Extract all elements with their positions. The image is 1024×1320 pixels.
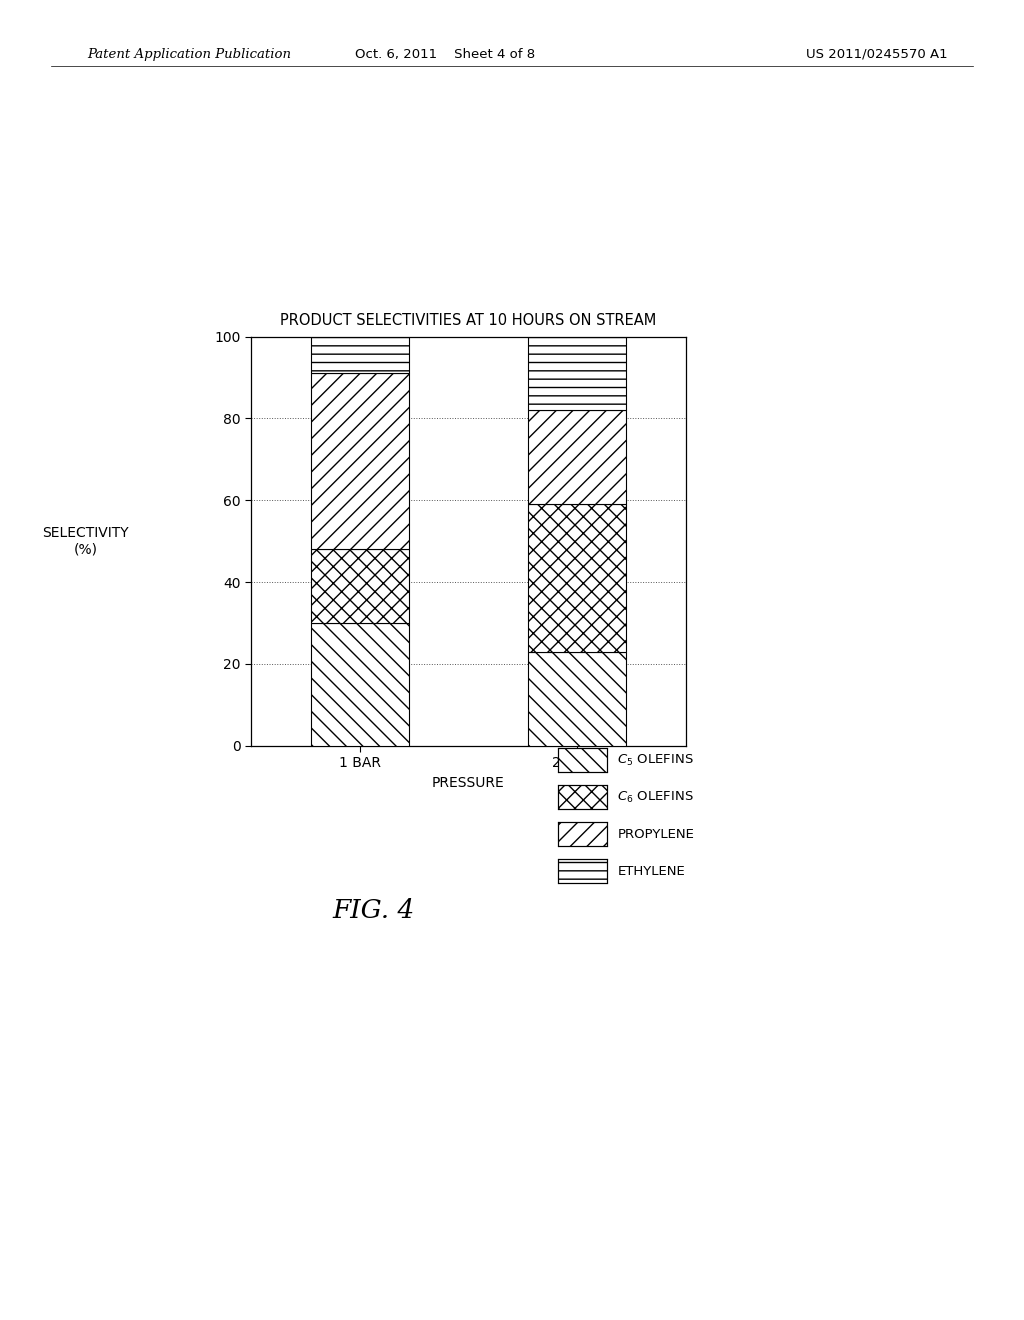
Text: ETHYLENE: ETHYLENE: [617, 865, 685, 878]
Bar: [310, 549, 409, 623]
Bar: [310, 374, 409, 549]
Text: SELECTIVITY
(%): SELECTIVITY (%): [42, 527, 129, 556]
Text: $C_6$ OLEFINS: $C_6$ OLEFINS: [617, 789, 694, 805]
Text: Oct. 6, 2011    Sheet 4 of 8: Oct. 6, 2011 Sheet 4 of 8: [355, 48, 536, 61]
Text: $C_5$ OLEFINS: $C_5$ OLEFINS: [617, 752, 694, 768]
Bar: [528, 411, 627, 504]
Bar: [528, 504, 627, 652]
X-axis label: PRESSURE: PRESSURE: [432, 776, 505, 789]
Text: US 2011/0245570 A1: US 2011/0245570 A1: [806, 48, 947, 61]
Bar: [310, 623, 409, 746]
Text: PROPYLENE: PROPYLENE: [617, 828, 694, 841]
Bar: [528, 337, 627, 411]
Text: Patent Application Publication: Patent Application Publication: [87, 48, 291, 61]
Bar: [310, 337, 409, 374]
Bar: [528, 652, 627, 746]
Text: FIG. 4: FIG. 4: [333, 899, 415, 923]
Title: PRODUCT SELECTIVITIES AT 10 HOURS ON STREAM: PRODUCT SELECTIVITIES AT 10 HOURS ON STR…: [281, 313, 656, 329]
